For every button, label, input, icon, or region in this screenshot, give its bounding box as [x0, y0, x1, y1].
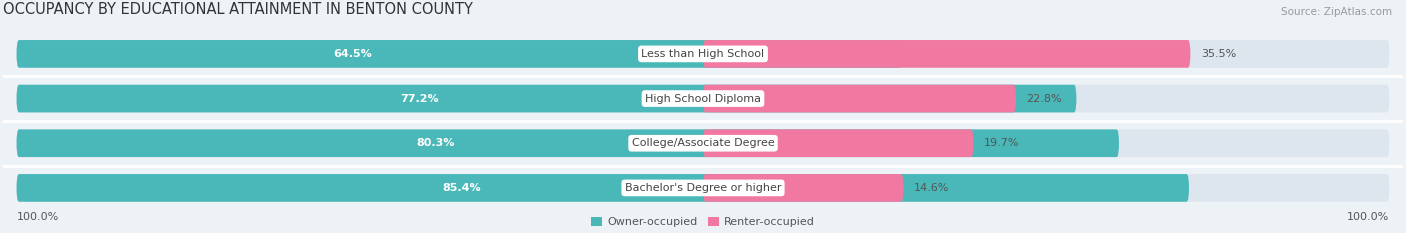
FancyBboxPatch shape: [17, 129, 1389, 157]
Text: College/Associate Degree: College/Associate Degree: [631, 138, 775, 148]
Text: Less than High School: Less than High School: [641, 49, 765, 59]
Text: 14.6%: 14.6%: [914, 183, 949, 193]
Text: 100.0%: 100.0%: [1347, 212, 1389, 222]
FancyBboxPatch shape: [17, 174, 1389, 202]
Text: Source: ZipAtlas.com: Source: ZipAtlas.com: [1281, 7, 1392, 17]
FancyBboxPatch shape: [17, 85, 1389, 112]
FancyBboxPatch shape: [703, 129, 973, 157]
Text: 85.4%: 85.4%: [443, 183, 481, 193]
FancyBboxPatch shape: [703, 40, 1191, 68]
Text: OCCUPANCY BY EDUCATIONAL ATTAINMENT IN BENTON COUNTY: OCCUPANCY BY EDUCATIONAL ATTAINMENT IN B…: [3, 2, 472, 17]
Text: High School Diploma: High School Diploma: [645, 94, 761, 103]
FancyBboxPatch shape: [17, 40, 1389, 68]
FancyBboxPatch shape: [17, 40, 903, 68]
Text: 35.5%: 35.5%: [1201, 49, 1236, 59]
FancyBboxPatch shape: [703, 85, 1017, 112]
FancyBboxPatch shape: [17, 85, 1077, 112]
FancyBboxPatch shape: [17, 129, 1119, 157]
Text: 64.5%: 64.5%: [333, 49, 373, 59]
Legend: Owner-occupied, Renter-occupied: Owner-occupied, Renter-occupied: [586, 212, 820, 232]
Text: Bachelor's Degree or higher: Bachelor's Degree or higher: [624, 183, 782, 193]
Text: 80.3%: 80.3%: [416, 138, 454, 148]
Text: 100.0%: 100.0%: [17, 212, 59, 222]
Text: 22.8%: 22.8%: [1026, 94, 1062, 103]
FancyBboxPatch shape: [703, 174, 904, 202]
Text: 19.7%: 19.7%: [984, 138, 1019, 148]
Text: 77.2%: 77.2%: [399, 94, 439, 103]
FancyBboxPatch shape: [17, 174, 1189, 202]
